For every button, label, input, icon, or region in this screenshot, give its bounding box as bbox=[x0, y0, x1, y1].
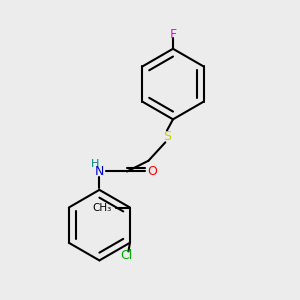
Text: H: H bbox=[91, 159, 99, 169]
Text: F: F bbox=[169, 28, 177, 41]
Text: CH₃: CH₃ bbox=[92, 202, 112, 212]
Text: Cl: Cl bbox=[121, 248, 133, 262]
Text: N: N bbox=[95, 165, 104, 178]
Text: O: O bbox=[147, 165, 157, 178]
Text: S: S bbox=[163, 130, 171, 143]
